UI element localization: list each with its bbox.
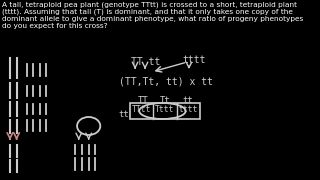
Text: tt: tt xyxy=(182,96,193,105)
Text: Tt: Tt xyxy=(160,96,171,105)
Bar xyxy=(130,103,200,119)
Text: TT tt: TT tt xyxy=(131,57,160,67)
Text: tttt: tttt xyxy=(178,105,198,114)
Text: tttt: tttt xyxy=(182,55,206,65)
Text: A tall, tetraploid pea plant (genotype TTtt) is crossed to a short, tetraploid p: A tall, tetraploid pea plant (genotype T… xyxy=(2,1,303,29)
Text: TT: TT xyxy=(138,96,148,105)
Text: (TT,Tt, tt) x tt: (TT,Tt, tt) x tt xyxy=(118,76,212,86)
Text: TTtt: TTtt xyxy=(132,105,151,114)
Text: tt: tt xyxy=(118,110,129,119)
Text: Tttt: Tttt xyxy=(155,105,174,114)
